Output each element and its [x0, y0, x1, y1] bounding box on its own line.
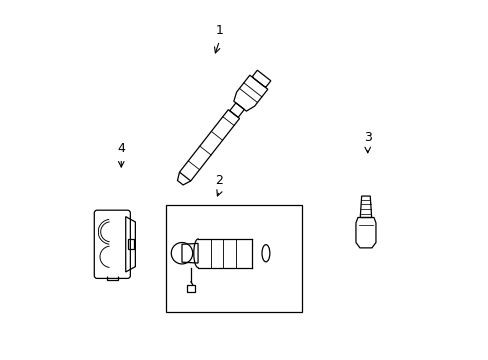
Text: 2: 2 — [215, 174, 223, 187]
Text: 4: 4 — [117, 142, 125, 155]
Text: 3: 3 — [363, 131, 371, 144]
Bar — [165, 205, 301, 312]
Text: 1: 1 — [215, 24, 223, 37]
